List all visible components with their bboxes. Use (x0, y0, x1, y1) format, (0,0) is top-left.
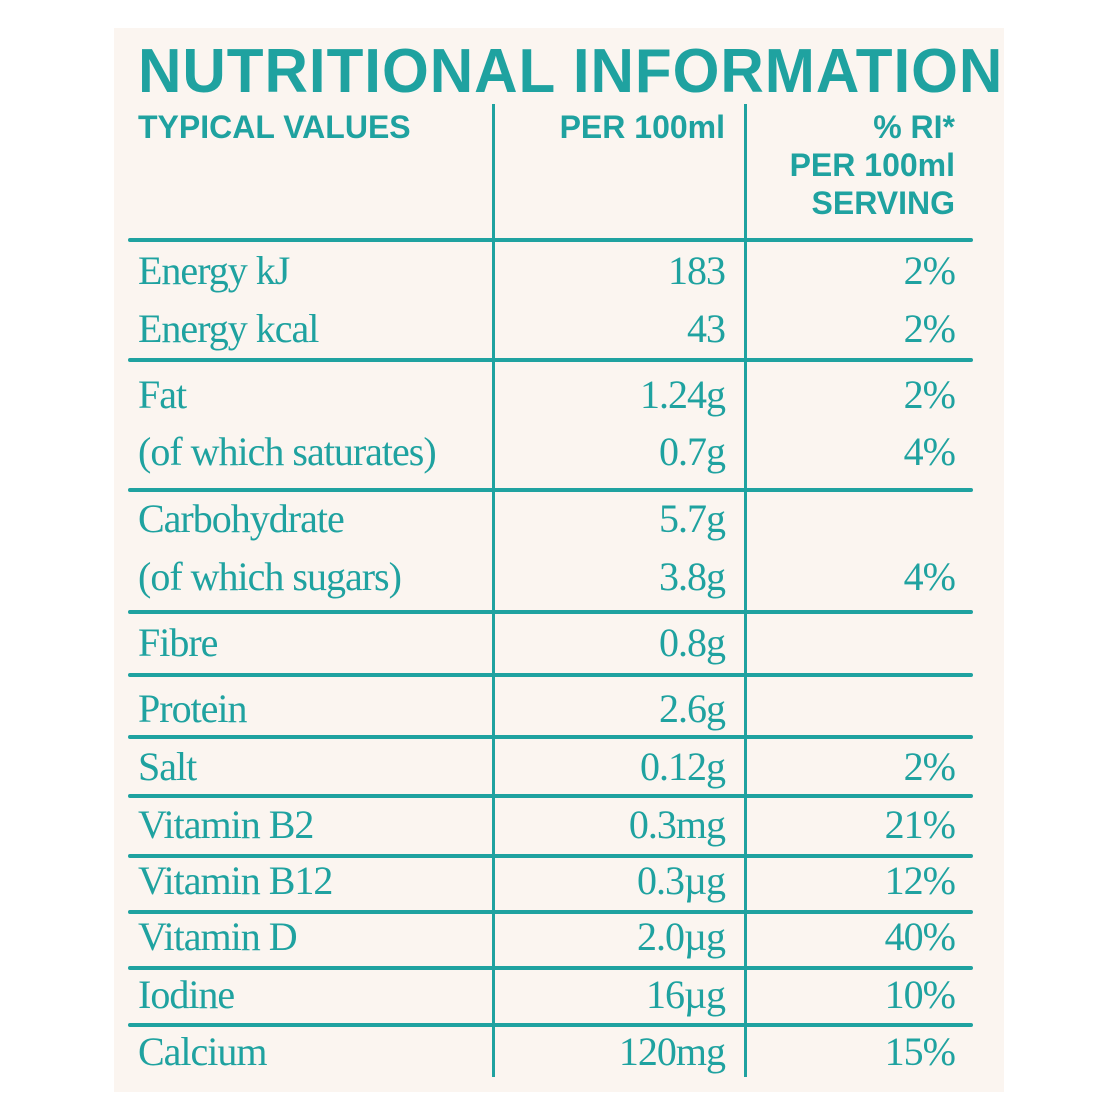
ri-value: 15% (884, 1029, 956, 1074)
column-divider (744, 104, 747, 1077)
nutrient-label: Carbohydrate (138, 496, 345, 541)
per-100ml-value: 5.7g (659, 496, 726, 541)
nutrient-label: Vitamin B12 (138, 858, 333, 903)
nutrient-label: Vitamin D (138, 914, 298, 959)
nutrient-label: Iodine (138, 972, 235, 1017)
ri-value: 10% (884, 972, 956, 1017)
per-100ml-value: 120mg (618, 1029, 726, 1074)
ri-value: 2% (903, 306, 956, 351)
per-100ml-value: 0.7g (659, 429, 726, 474)
ri-value: 40% (884, 914, 956, 959)
nutrition-panel (114, 28, 1004, 1092)
row-divider (128, 854, 973, 858)
per-100ml-value: 2.0µg (636, 914, 726, 959)
nutrient-label: Vitamin B2 (138, 802, 314, 847)
ri-value: 2% (903, 372, 956, 417)
column-divider (492, 104, 495, 1077)
nutrient-label: Fibre (138, 620, 218, 665)
header-typical-values: TYPICAL VALUES (138, 109, 411, 145)
header-ri-line3: SERVING (811, 185, 955, 221)
row-divider (128, 794, 973, 798)
per-100ml-value: 183 (668, 248, 726, 293)
per-100ml-value: 2.6g (659, 686, 726, 731)
nutrient-label: Salt (138, 744, 197, 789)
per-100ml-value: 0.12g (640, 744, 726, 789)
per-100ml-value: 0.8g (659, 620, 726, 665)
ri-value: 21% (884, 802, 956, 847)
header-ri-line1: % RI* (873, 109, 955, 145)
per-100ml-value: 0.3mg (628, 802, 726, 847)
row-divider (128, 610, 973, 614)
per-100ml-value: 0.3µg (636, 858, 726, 903)
ri-value: 12% (884, 858, 956, 903)
nutrient-label: Fat (138, 372, 187, 417)
header-per-100ml: PER 100ml (559, 109, 725, 145)
row-divider (128, 910, 973, 914)
header-ri-line2: PER 100ml (789, 147, 955, 183)
ri-value: 2% (903, 744, 956, 789)
nutrient-label: Calcium (138, 1029, 268, 1074)
ri-value: 4% (903, 429, 956, 474)
row-divider (128, 673, 973, 677)
page-title: NUTRITIONAL INFORMATION (138, 37, 1004, 106)
nutrient-label: Energy kcal (138, 306, 319, 351)
per-100ml-value: 43 (687, 306, 726, 351)
header-ri: % RI* PER 100ml SERVING (790, 108, 955, 222)
row-divider (128, 1023, 973, 1027)
row-divider (128, 488, 973, 492)
ri-value: 2% (903, 248, 956, 293)
nutrient-label: Protein (138, 686, 248, 731)
row-divider (128, 358, 973, 362)
ri-value: 4% (903, 554, 956, 599)
row-divider (128, 735, 973, 739)
row-divider (128, 238, 973, 242)
nutrient-label: (of which saturates) (138, 429, 437, 474)
nutrient-label: Energy kJ (138, 248, 290, 293)
row-divider (128, 966, 973, 970)
per-100ml-value: 1.24g (640, 372, 726, 417)
per-100ml-value: 16µg (645, 972, 726, 1017)
per-100ml-value: 3.8g (659, 554, 726, 599)
nutrient-label: (of which sugars) (138, 554, 402, 599)
